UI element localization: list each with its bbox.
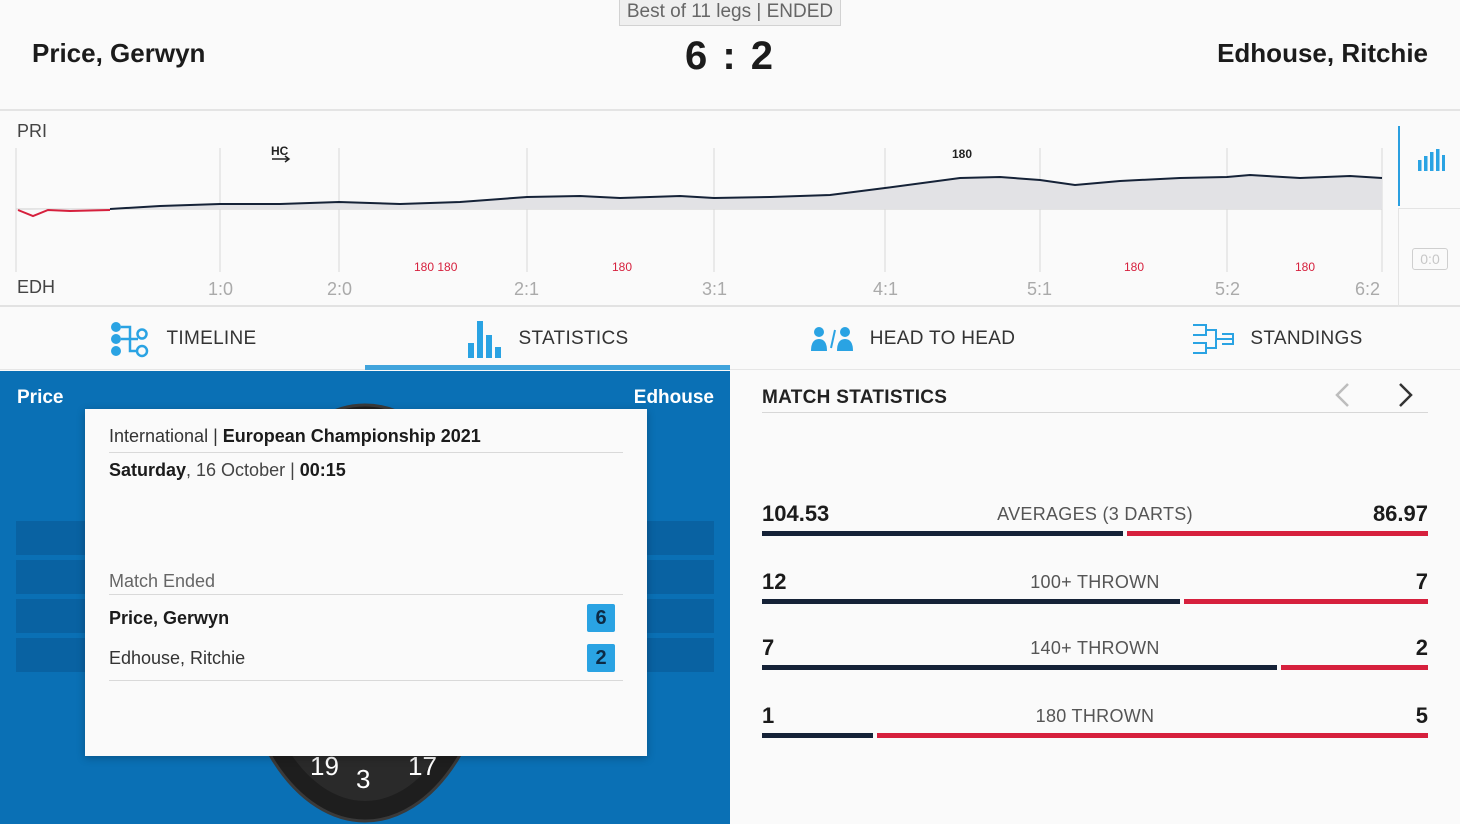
match-day: Saturday — [109, 460, 187, 480]
tab-timeline[interactable]: TIMELINE — [0, 309, 365, 369]
stat-bar-right — [877, 733, 1428, 738]
popup-player1-name[interactable]: Price, Gerwyn — [109, 608, 230, 628]
score-tick: 3:1 — [702, 279, 728, 299]
match-header: Best of 11 legs | ENDED Price, Gerwyn 6 … — [0, 0, 1460, 111]
bottom-180-marker: 180 — [1295, 260, 1316, 274]
stat-left-value: 7 — [762, 635, 775, 660]
match-info-popup: International | European Championship 20… — [85, 409, 647, 756]
stat-bar-left — [762, 599, 1180, 604]
match-statistics-panel: MATCH STATISTICS 104.53 AVERAGES (3 DART… — [730, 371, 1460, 824]
board-number: 17 — [408, 751, 437, 781]
popup-divider — [109, 452, 623, 453]
stat-right-value: 7 — [1415, 569, 1428, 594]
board-player-right: Edhouse — [633, 387, 714, 408]
popup-divider — [109, 680, 623, 681]
match-statistics-title: MATCH STATISTICS — [762, 387, 948, 408]
score-tick: 5:1 — [1027, 279, 1053, 299]
stat-bar-left — [762, 733, 873, 738]
stat-row-100-plus: 12 100+ THROWN 7 — [762, 569, 1428, 609]
stat-row-averages: 104.53 AVERAGES (3 DARTS) 86.97 — [762, 501, 1428, 541]
chevron-left-icon[interactable] — [1332, 381, 1354, 409]
popup-player1-score: 6 — [587, 604, 615, 632]
hc-label: HC — [271, 144, 289, 158]
initial-score-badge: 0:0 — [1412, 248, 1448, 270]
stat-left-value: 104.53 — [762, 501, 830, 526]
score-tick: 1:0 — [208, 279, 234, 299]
tab-standings-label: STANDINGS — [1250, 328, 1363, 349]
stat-right-value: 5 — [1415, 703, 1428, 728]
stat-row-140-plus: 7 140+ THROWN 2 — [762, 635, 1428, 675]
momentum-chart: PRI EDH HC 180 180 180 180 180 180 1:0 2… — [0, 112, 1460, 307]
stat-left-value: 1 — [762, 703, 775, 728]
stat-bar-left — [762, 665, 1277, 670]
board-number: 19 — [310, 751, 339, 781]
tab-statistics[interactable]: STATISTICS — [365, 309, 730, 370]
chart-top-label: PRI — [17, 121, 48, 141]
score-tick: 4:1 — [873, 279, 899, 299]
tab-head-to-head-label: HEAD TO HEAD — [869, 328, 1016, 349]
stat-right-value: 2 — [1415, 635, 1428, 660]
score-tick: 2:1 — [514, 279, 540, 299]
head-to-head-icon — [810, 327, 853, 351]
bar-chart-icon[interactable] — [1417, 148, 1445, 172]
competition-category: International — [109, 426, 209, 446]
competition-separator: | — [208, 426, 223, 446]
side-panel-divider — [1398, 208, 1460, 307]
stat-bar-right — [1127, 531, 1428, 536]
score-tick: 6:2 — [1355, 279, 1381, 299]
match-datetime: Saturday, 16 October | 00:15 — [109, 460, 346, 481]
match-time: 00:15 — [299, 460, 346, 480]
popup-player2-score: 2 — [587, 644, 615, 672]
competition-line: International | European Championship 20… — [109, 426, 481, 447]
tournament-name[interactable]: European Championship 2021 — [222, 426, 481, 446]
popup-divider — [109, 594, 623, 595]
tab-timeline-label: TIMELINE — [166, 328, 257, 349]
tab-head-to-head[interactable]: HEAD TO HEAD — [730, 309, 1095, 369]
stat-label: 180 THROWN — [1035, 706, 1155, 726]
bottom-180-marker: 180 — [612, 260, 633, 274]
bottom-180-marker: 180 180 — [414, 260, 458, 274]
score-tick: 5:2 — [1215, 279, 1241, 299]
top-180-marker: 180 — [952, 147, 973, 161]
board-number: 3 — [356, 764, 370, 794]
stat-row-180: 1 180 THROWN 5 — [762, 703, 1428, 743]
statistics-icon — [467, 321, 501, 358]
board-player-left: Price — [17, 387, 64, 408]
stat-right-value: 86.97 — [1372, 501, 1428, 526]
momentum-chart-svg — [15, 148, 1383, 272]
player-right-name[interactable]: Edhouse, Ritchie — [1217, 38, 1428, 68]
standings-icon — [1193, 324, 1235, 354]
chart-bottom-label: EDH — [17, 277, 56, 297]
momentum-line-edh — [17, 208, 111, 218]
section-tabs: TIMELINE STATISTICS HEAD TO HEAD — [0, 309, 1460, 370]
stat-bar-left — [762, 531, 1123, 536]
chevron-right-icon[interactable] — [1394, 381, 1416, 409]
match-score: 6 : 2 — [684, 34, 776, 78]
popup-player2-name[interactable]: Edhouse, Ritchie — [109, 648, 246, 668]
match-status: Match Ended — [109, 571, 216, 591]
bottom-180-marker: 180 — [1124, 260, 1145, 274]
stat-bar-right — [1184, 599, 1428, 604]
stat-label: 100+ THROWN — [1030, 572, 1160, 592]
score-tick: 2:0 — [327, 279, 353, 299]
player-left-name[interactable]: Price, Gerwyn — [32, 38, 206, 68]
stat-bar-right — [1281, 665, 1428, 670]
momentum-line-pri — [109, 173, 1383, 210]
stats-title-divider — [762, 412, 1428, 413]
hc-arrow-icon — [272, 155, 291, 163]
tab-statistics-label: STATISTICS — [518, 328, 629, 349]
chart-view-toggle[interactable] — [1398, 126, 1460, 206]
match-date: , 16 October | — [186, 460, 300, 480]
momentum-area — [30, 175, 1382, 210]
stat-label: AVERAGES (3 DARTS) — [997, 504, 1193, 524]
stat-label: 140+ THROWN — [1030, 638, 1160, 658]
match-format-badge: Best of 11 legs | ENDED — [619, 0, 841, 26]
stat-left-value: 12 — [762, 569, 787, 594]
tab-standings[interactable]: STANDINGS — [1095, 309, 1460, 369]
timeline-icon — [111, 322, 149, 358]
